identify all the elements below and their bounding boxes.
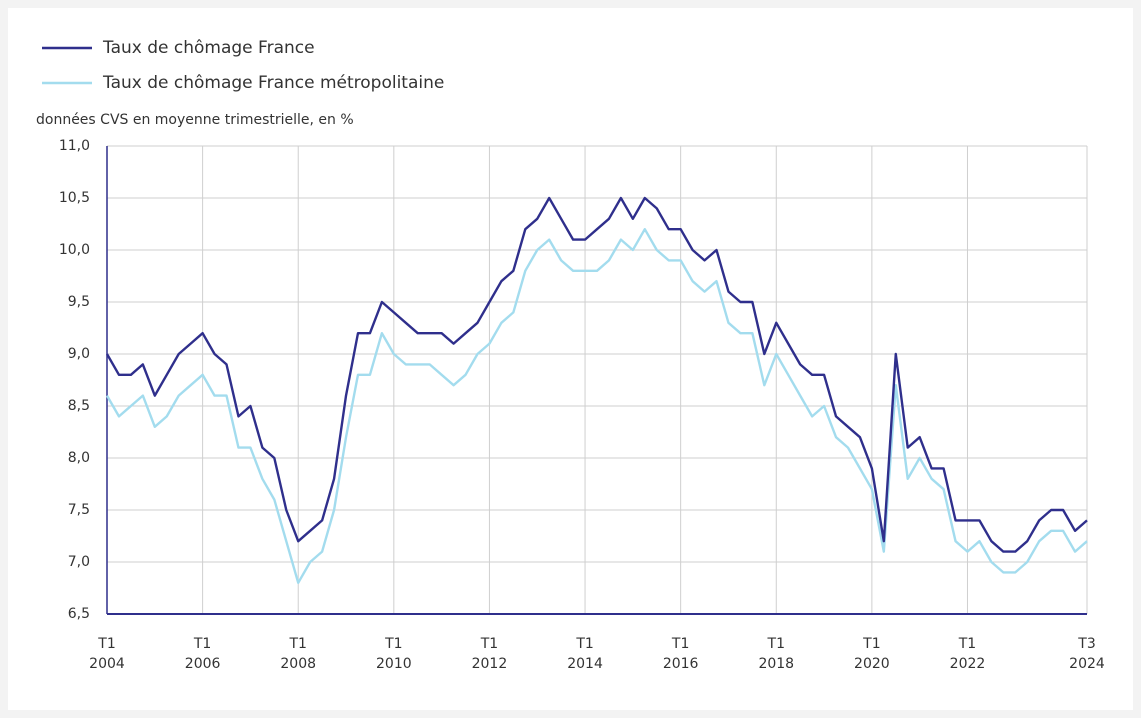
legend-label: Taux de chômage France [102,38,315,58]
x-tick-label: T1 2010 [376,636,412,672]
x-tick-label: T1 2018 [758,636,794,672]
x-tick-label: T1 2004 [89,636,125,672]
line-series [105,196,1088,553]
x-tick-label: T1 2014 [567,636,603,672]
y-axis-label: données CVS en moyenne trimestrielle, en… [36,112,354,128]
y-tick-label: 11,0 [59,138,90,154]
y-tick-label: 7,0 [68,554,90,570]
y-tick-label: 10,0 [59,242,90,258]
x-tick-label: T1 2022 [950,636,986,672]
x-tick-label: T1 2006 [185,636,221,672]
y-tick-label: 6,5 [68,606,90,622]
y-tick-label: 10,5 [59,190,90,206]
x-tick-label: T3 2024 [1069,636,1105,672]
y-tick-label: 9,5 [68,294,90,310]
y-tick-label: 9,0 [68,346,90,362]
legend-label: Taux de chômage France métropolitaine [102,73,444,93]
y-tick-label: 8,0 [68,450,90,466]
x-tick-label: T1 2012 [472,636,508,672]
panel [8,8,1133,710]
line-series [105,228,1088,584]
x-tick-label: T1 2008 [280,636,316,672]
y-tick-label: 8,5 [68,398,90,414]
y-tick-label: 7,5 [68,502,90,518]
x-tick-label: T1 2016 [663,636,699,672]
x-tick-label: T1 2020 [854,636,890,672]
